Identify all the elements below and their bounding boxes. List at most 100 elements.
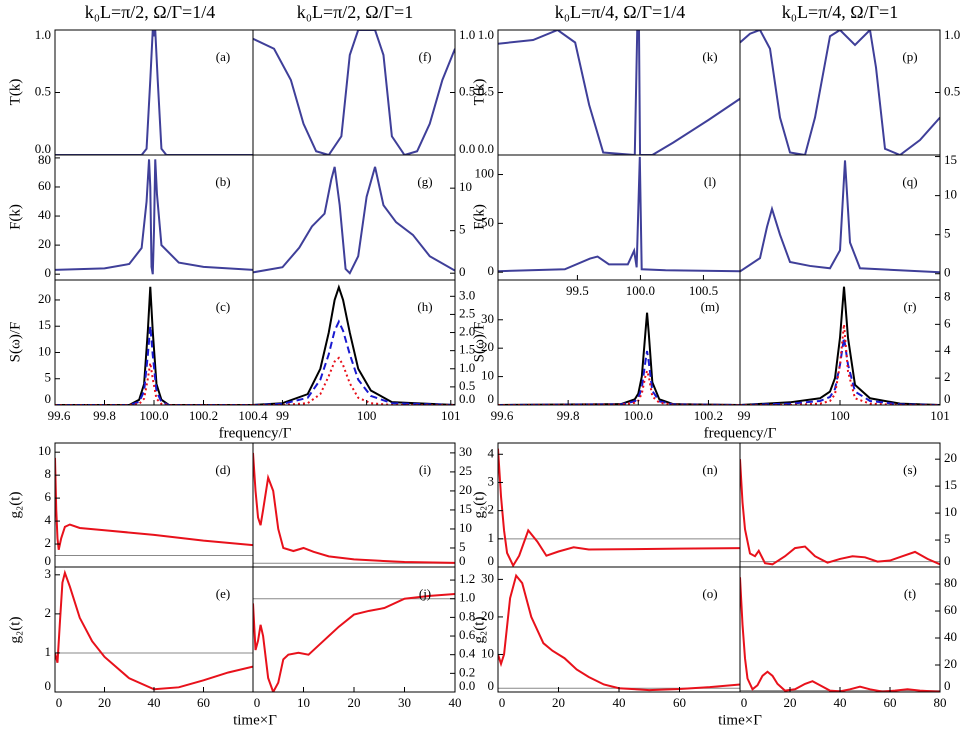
y-axis-label: S(ω)/F — [471, 322, 487, 363]
data-line — [55, 457, 253, 550]
panel-label: (t) — [904, 586, 916, 601]
y-tick-label: 8 — [944, 288, 951, 303]
x-tick-label: 101 — [441, 408, 461, 423]
panel-label: (h) — [417, 299, 432, 314]
x-tick-label: 20 — [348, 695, 361, 710]
data-line — [498, 448, 740, 567]
panel-label: (a) — [216, 49, 230, 64]
panel — [253, 284, 455, 405]
y-tick-label: 4 — [488, 445, 495, 460]
y-tick-label: 0 — [45, 265, 52, 280]
y-tick-label: 20 — [481, 339, 494, 354]
data-line — [498, 156, 740, 273]
x-tick-label: 20 — [98, 695, 111, 710]
y-tick-label: 10 — [481, 368, 494, 383]
y-tick-label: 60 — [944, 602, 957, 617]
y-tick-label: 8 — [45, 466, 52, 481]
y-tick-label: 1.0 — [944, 27, 960, 42]
data-line — [253, 284, 455, 405]
y-tick-label: 0.5 — [35, 83, 51, 98]
y-tick-label: 100 — [475, 166, 495, 181]
y-axis-label: g₂(t) — [471, 617, 487, 644]
y-tick-label: 0.5 — [478, 83, 494, 98]
panel — [55, 286, 253, 405]
y-tick-label: 0.5 — [459, 83, 475, 98]
y-tick-label: 0.5 — [459, 378, 475, 393]
data-line — [498, 573, 740, 692]
panel-label: (s) — [903, 462, 917, 477]
column-title: k₀L=π/2, Ω/Γ=1/4 — [85, 2, 215, 22]
y-axis-label: S(ω)/F — [7, 322, 23, 363]
y-tick-label: 2 — [488, 502, 495, 517]
panel — [498, 30, 740, 155]
y-tick-label: 1.0 — [459, 360, 475, 375]
x-tick-label: 40 — [613, 695, 626, 710]
data-line — [55, 286, 253, 405]
y-tick-label: 0.2 — [459, 664, 475, 679]
data-line — [740, 324, 940, 405]
x-axis-label: time×Γ — [718, 712, 762, 728]
x-tick-label: 99.8 — [557, 408, 580, 423]
x-tick-label: 100.0 — [139, 408, 168, 423]
data-line — [55, 326, 253, 405]
panel — [498, 156, 740, 273]
panel-label: (o) — [702, 586, 717, 601]
x-tick-label: 0 — [741, 695, 748, 710]
x-tick-label: 60 — [673, 695, 686, 710]
panel-label: (q) — [902, 174, 917, 189]
y-tick-label: 15 — [944, 477, 957, 492]
panel-label: (g) — [417, 174, 432, 189]
y-tick-label: 1.0 — [459, 590, 475, 605]
data-line — [498, 350, 740, 405]
panel — [740, 160, 940, 274]
panel — [253, 166, 455, 275]
y-axis-label: g₂(t) — [471, 492, 487, 519]
y-tick-label: 0.8 — [459, 608, 475, 623]
y-tick-label: 20 — [944, 656, 957, 671]
panel-label: (n) — [702, 462, 717, 477]
data-line — [253, 30, 455, 155]
y-axis-label: g₂(t) — [7, 617, 23, 644]
data-line — [253, 452, 455, 564]
y-tick-label: 2 — [45, 605, 52, 620]
data-line — [498, 30, 740, 155]
y-tick-label: 0 — [488, 263, 495, 278]
y-tick-label: 0 — [488, 391, 495, 406]
y-axis-label: T(k) — [471, 79, 487, 106]
data-line — [55, 159, 253, 275]
y-tick-label: 5 — [459, 222, 466, 237]
panel — [253, 593, 455, 692]
column-title: k₀L=π/4, Ω/Γ=1 — [782, 2, 898, 22]
y-tick-label: 0 — [944, 553, 951, 568]
panel-label: (i) — [419, 462, 431, 477]
panel-label: (f) — [419, 49, 432, 64]
x-tick-label: 30 — [398, 695, 411, 710]
y-tick-label: 2 — [45, 535, 52, 550]
x-tick-label: 20 — [784, 695, 797, 710]
y-tick-label: 20 — [38, 236, 51, 251]
data-line — [253, 593, 455, 692]
y-tick-label: 1.0 — [459, 27, 475, 42]
data-line — [740, 160, 940, 274]
data-line — [55, 30, 253, 155]
column-title: k₀L=π/2, Ω/Γ=1 — [297, 2, 413, 22]
panel — [55, 457, 253, 557]
y-tick-label: 80 — [944, 575, 957, 590]
y-tick-label: 5 — [944, 531, 951, 546]
y-tick-label: 4 — [944, 342, 951, 357]
x-tick-label: 100.0 — [626, 283, 655, 298]
y-tick-label: 0.0 — [478, 141, 494, 156]
y-tick-label: 1.0 — [478, 27, 494, 42]
x-tick-label: 60 — [884, 695, 897, 710]
x-tick-label: 40 — [834, 695, 847, 710]
y-tick-label: 80 — [38, 152, 51, 167]
x-tick-label: 99.6 — [491, 408, 514, 423]
x-axis-label: time×Γ — [233, 712, 277, 728]
y-tick-label: 10 — [38, 343, 51, 358]
y-tick-label: 10 — [459, 179, 472, 194]
y-axis-label: T(k) — [7, 79, 23, 106]
panel-label: (r) — [904, 299, 917, 314]
y-tick-label: 25 — [459, 463, 472, 478]
y-tick-label: 2.5 — [459, 305, 475, 320]
y-tick-label: 20 — [944, 450, 957, 465]
